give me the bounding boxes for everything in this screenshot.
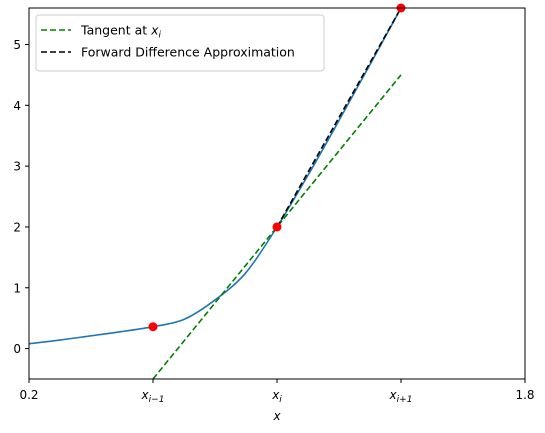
y-tick-label-5: 5 [13, 38, 21, 52]
y-tick-label-1: 1 [13, 281, 21, 295]
x-tick-label-0: 0.2 [19, 388, 38, 402]
x-axis: 0.2 xi−1 xi xi+1 1.8 [19, 379, 535, 405]
series-line-0 [29, 8, 402, 345]
legend: Tangent at xi Forward Difference Approxim… [35, 14, 325, 72]
x-tick-label-2: xi [271, 388, 282, 405]
x-tick-label-3: xi+1 [389, 388, 413, 405]
legend-label-1: Forward Difference Approximation [81, 45, 295, 60]
y-tick-label-4: 4 [13, 99, 21, 113]
x-tick-label-4: 1.8 [515, 388, 534, 402]
series-layer [29, 8, 402, 379]
data-point-0 [148, 322, 158, 332]
y-tick-label-0: 0 [13, 342, 21, 356]
legend-label-0: Tangent at xi [80, 23, 162, 41]
x-tick-label-1: xi−1 [141, 388, 165, 405]
data-point-1 [272, 222, 282, 232]
y-axis: 0 1 2 3 4 5 [13, 38, 29, 356]
y-tick-label-2: 2 [13, 220, 21, 234]
x-axis-label: x [272, 409, 281, 423]
legend-box [35, 14, 325, 72]
series-line-2 [276, 8, 402, 228]
series-line-1 [152, 74, 402, 379]
y-tick-label-3: 3 [13, 160, 21, 174]
